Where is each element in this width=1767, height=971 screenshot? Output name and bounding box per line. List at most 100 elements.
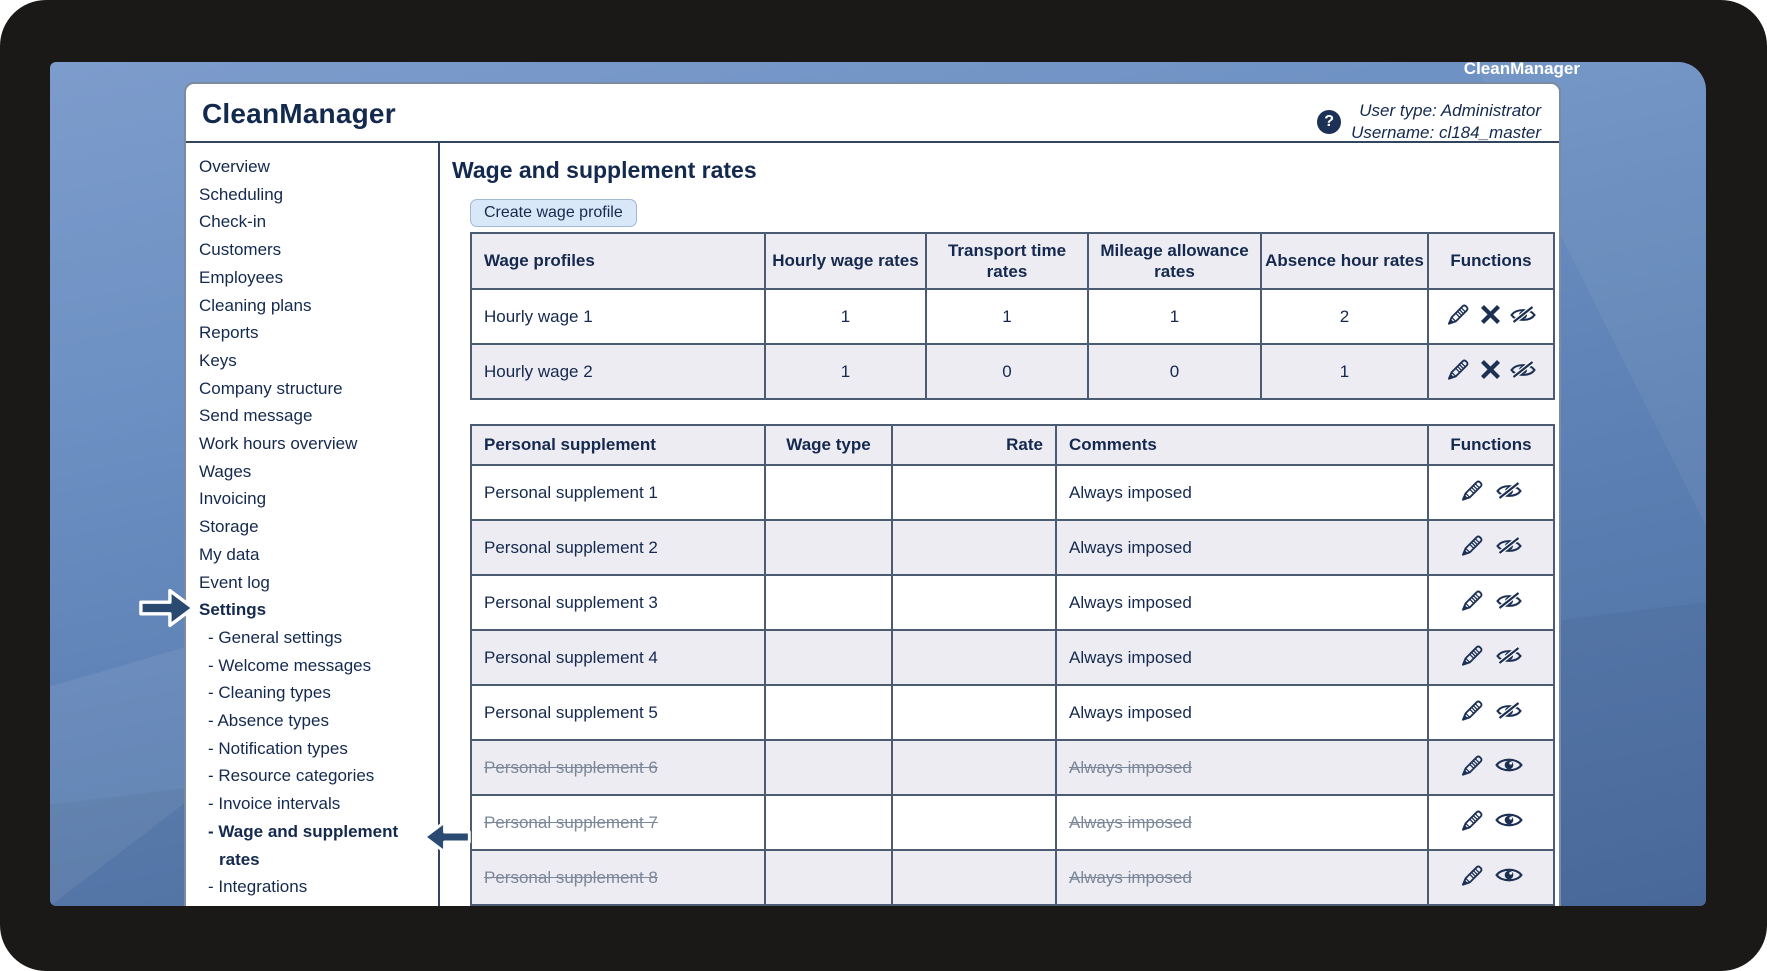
create-wage-profile-button[interactable]: Create wage profile [470,199,637,227]
sidebar-item-employees[interactable]: Employees [199,267,284,287]
column-header-transport-time-rates: Transport time rates [925,232,1089,290]
delete-icon[interactable] [1481,360,1500,379]
sidebar-nav: Overview Scheduling Check-in Customers E… [186,143,440,906]
app-header: CleanManager ? User type: Administrator … [186,84,1559,143]
sidebar-item-welcome-messages[interactable]: - Welcome messages [208,655,372,675]
supplement-name: Personal supplement 8 [470,849,766,906]
sidebar-item-event-log[interactable]: Event log [199,572,270,592]
edit-icon[interactable] [1460,479,1486,502]
visibility-off-icon[interactable] [1495,701,1523,719]
transport-time-rates-value: 0 [925,343,1089,400]
sidebar-item-my-data[interactable]: My data [199,544,260,564]
sidebar-item-reports[interactable]: Reports [199,323,259,343]
comment-cell: Always imposed [1055,739,1429,796]
sidebar-item-absence-types[interactable]: - Absence types [208,711,329,731]
visibility-off-icon[interactable] [1495,536,1523,554]
sidebar-item-notification-types[interactable]: - Notification types [208,738,348,758]
table-row: Hourly wage 1 1 1 1 2 [470,288,1555,345]
comment-cell: Always imposed [1055,684,1429,741]
rate-cell [891,574,1057,631]
delete-icon[interactable] [1481,305,1500,324]
visibility-off-icon[interactable] [1495,591,1523,609]
table-row: Hourly wage 2 1 0 0 1 [470,343,1555,400]
sidebar-item-storage[interactable]: Storage [199,517,259,537]
help-icon[interactable]: ? [1317,110,1342,135]
comment-cell: Always imposed [1055,629,1429,686]
comment-cell: Always imposed [1055,464,1429,521]
wage-type-cell [764,739,893,796]
supplement-name: Personal supplement 4 [470,629,766,686]
personal-supplement-table: Personal supplement Wage type Rate Comme… [470,424,1555,906]
table-row: Personal supplement 1 Always imposed [470,464,1555,521]
page-title: Wage and supplement rates [452,157,757,183]
edit-icon[interactable] [1460,644,1486,667]
visibility-off-icon[interactable] [1509,305,1537,323]
sidebar-item-company-structure[interactable]: Company structure [199,378,343,398]
table-row: Personal supplement 8 Always imposed [470,849,1555,906]
visibility-on-icon[interactable] [1495,756,1523,774]
visibility-off-icon[interactable] [1495,646,1523,664]
visibility-off-icon[interactable] [1509,360,1537,378]
wage-profiles-header-row: Wage profiles Hourly wage rates Transpor… [470,232,1555,290]
edit-icon[interactable] [1460,809,1486,832]
edit-icon[interactable] [1446,303,1472,326]
watermark-text: CleanManager [1463,62,1580,78]
supplement-name: Personal supplement 5 [470,684,766,741]
user-lines: User type: Administrator Username: cl184… [1351,100,1541,145]
supplement-name: Personal supplement 6 [470,739,766,796]
app-body: Overview Scheduling Check-in Customers E… [186,143,1559,906]
personal-supplement-header-row: Personal supplement Wage type Rate Comme… [470,424,1555,466]
visibility-on-icon[interactable] [1495,866,1523,884]
wage-type-cell [764,519,893,576]
sidebar-item-work-hours-overview[interactable]: Work hours overview [199,434,358,454]
sidebar-item-settings[interactable]: Settings [199,600,267,620]
rate-cell [891,684,1057,741]
sidebar-item-integrations[interactable]: - Integrations [208,877,308,897]
sidebar-item-check-in[interactable]: Check-in [199,212,267,232]
sidebar-item-general-settings[interactable]: - General settings [208,627,343,647]
edit-icon[interactable] [1460,589,1486,612]
visibility-off-icon[interactable] [1495,481,1523,499]
main-content: Wage and supplement rates Create wage pr… [440,143,1559,906]
sidebar-item-send-message[interactable]: Send message [199,406,313,426]
sidebar-item-cleaning-plans[interactable]: Cleaning plans [199,295,312,315]
functions-cell [1427,519,1555,576]
wage-type-cell [764,464,893,521]
sidebar-item-invoicing[interactable]: Invoicing [199,489,267,509]
edit-icon[interactable] [1446,358,1472,381]
sidebar-item-keys[interactable]: Keys [199,350,237,370]
transport-time-rates-value: 1 [925,288,1089,345]
rate-cell [891,629,1057,686]
sidebar-item-cleaning-types[interactable]: - Cleaning types [208,683,331,703]
wage-type-cell [764,684,893,741]
user-type-text: User type: Administrator [1359,101,1541,120]
functions-cell [1427,794,1555,851]
edit-icon[interactable] [1460,534,1486,557]
sidebar-item-overview[interactable]: Overview [199,157,270,176]
wage-type-cell [764,849,893,906]
rate-cell [891,849,1057,906]
sidebar-item-wage-and-supplement-rates[interactable]: - Wage and supplement rates [208,821,399,869]
supplement-name: Personal supplement 3 [470,574,766,631]
hourly-wage-rates-value: 1 [764,288,927,345]
edit-icon[interactable] [1460,699,1486,722]
sidebar-item-customers[interactable]: Customers [199,240,282,260]
functions-cell [1427,464,1555,521]
sidebar-item-scheduling[interactable]: Scheduling [199,184,284,204]
functions-cell [1427,629,1555,686]
sidebar-item-wages[interactable]: Wages [199,461,252,481]
device-screen: CleanManager CleanManager ? User type: A… [50,62,1706,906]
sidebar-item-resource-categories[interactable]: - Resource categories [208,766,375,786]
visibility-on-icon[interactable] [1495,811,1523,829]
edit-icon[interactable] [1460,754,1486,777]
wage-profile-name: Hourly wage 1 [470,288,766,345]
comment-cell: Always imposed [1055,574,1429,631]
table-row: Personal supplement 5 Always imposed [470,684,1555,741]
edit-icon[interactable] [1460,864,1486,887]
hourly-wage-rates-value: 1 [764,343,927,400]
sidebar-item-invoice-intervals[interactable]: - Invoice intervals [208,794,341,814]
functions-cell [1427,739,1555,796]
column-header-hourly-wage-rates: Hourly wage rates [764,232,927,290]
rate-cell [891,739,1057,796]
absence-hour-rates-value: 1 [1260,343,1429,400]
